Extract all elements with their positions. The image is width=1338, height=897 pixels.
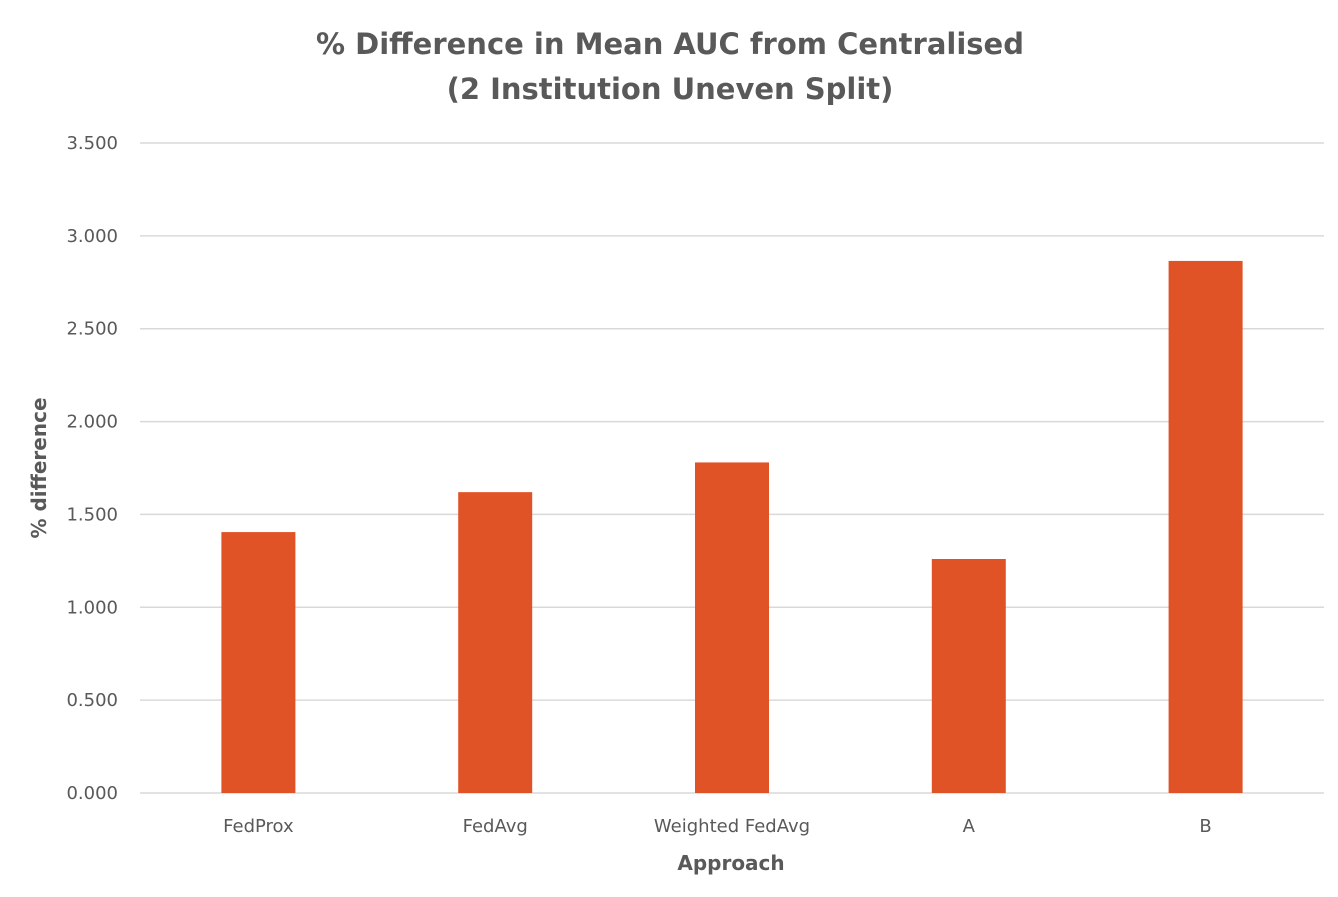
x-tick-label: A (963, 816, 976, 837)
bar-fedprox (221, 532, 296, 793)
chart-title-line-2: (2 Institution Uneven Split) (447, 72, 894, 106)
x-tick-label: B (1199, 816, 1211, 837)
x-tick-label: FedAvg (463, 816, 528, 837)
x-tick-label: Weighted FedAvg (654, 816, 810, 837)
x-axis-tick-labels: FedProx FedAvg Weighted FedAvg A B (223, 816, 1212, 837)
y-axis-tick-labels: 0.000 0.500 1.000 1.500 2.000 2.500 3.000 3.500 (66, 133, 118, 804)
bars (221, 260, 1243, 793)
y-tick-label: 1.000 (66, 597, 118, 618)
y-tick-label: 2.500 (66, 319, 118, 340)
x-tick-label: FedProx (223, 816, 294, 837)
y-tick-label: 0.000 (66, 783, 118, 804)
y-tick-label: 3.500 (66, 133, 118, 154)
y-tick-label: 2.000 (66, 412, 118, 433)
y-tick-label: 1.500 (66, 504, 118, 525)
x-axis-title: Approach (677, 851, 784, 875)
y-tick-label: 0.500 (66, 690, 118, 711)
bar-weighted-fedavg (695, 462, 769, 793)
y-axis-title: % difference (27, 397, 51, 538)
bar-fedavg (458, 492, 533, 793)
chart-title-line-1: % Difference in Mean AUC from Centralise… (316, 27, 1024, 61)
bar-a (931, 559, 1006, 793)
bar-b (1168, 260, 1243, 793)
y-tick-label: 3.000 (66, 226, 118, 247)
